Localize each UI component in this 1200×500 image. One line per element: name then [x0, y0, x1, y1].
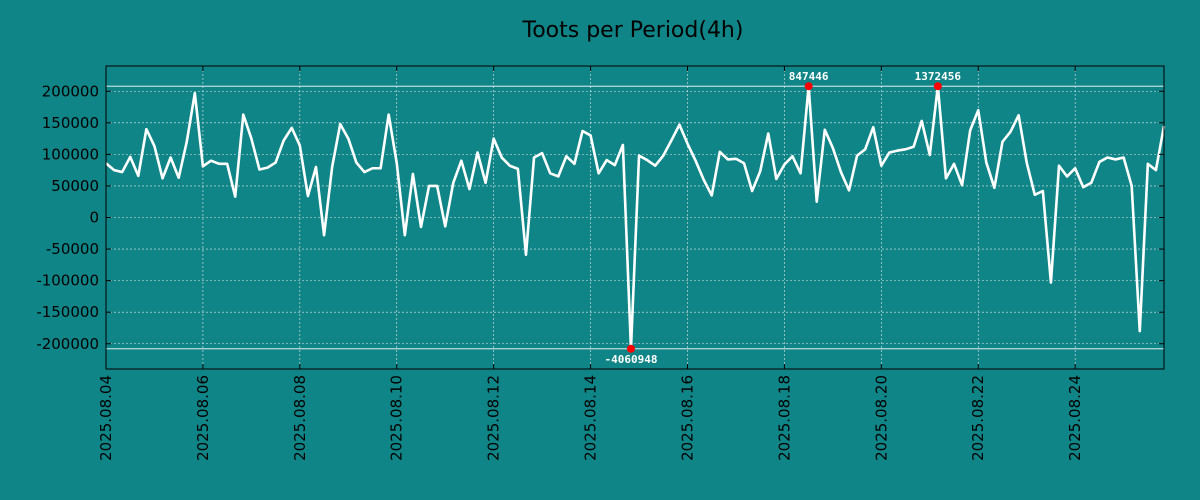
marker-layer	[626, 82, 942, 353]
y-tick-label: 0	[89, 209, 99, 227]
annotation-label: -4060948	[604, 353, 657, 366]
y-tick-label: -150000	[36, 303, 99, 321]
annotation-label: 847446	[789, 70, 829, 83]
x-tick-label: 2025.08.24	[1066, 375, 1084, 461]
y-tick-label: 100000	[42, 145, 99, 163]
x-tick-label: 2025.08.16	[678, 375, 696, 461]
series-line	[105, 84, 1166, 351]
x-tick-label: 2025.08.04	[97, 375, 115, 461]
x-tick-label: 2025.08.20	[872, 375, 890, 461]
x-tick-label: 2025.08.08	[291, 375, 309, 461]
y-tick-label: -100000	[36, 272, 99, 290]
x-tick-label: 2025.08.18	[775, 375, 793, 461]
x-tick-label: 2025.08.12	[485, 375, 503, 461]
outlier-marker	[933, 82, 942, 91]
y-tick-label: 50000	[51, 177, 99, 195]
annotation-label: 1372456	[915, 70, 962, 83]
x-tick-label: 2025.08.10	[388, 375, 406, 461]
y-tick-label: -200000	[36, 335, 99, 353]
series-layer	[105, 84, 1166, 351]
grid-layer	[105, 66, 1164, 369]
outlier-marker	[626, 344, 635, 353]
clip-line-layer	[106, 85, 1164, 350]
tick-layer: 200000 150000 100000 50000 0 -50000 -100000 -15…	[36, 66, 1164, 461]
y-tick-label: 200000	[42, 82, 99, 100]
x-tick-label: 2025.08.22	[969, 375, 987, 461]
chart-title: Toots per Period(4h)	[522, 18, 744, 43]
outlier-marker	[804, 82, 813, 91]
annotation-layer: 847446 1372456 -4060948	[604, 70, 961, 366]
x-tick-label: 2025.08.06	[194, 375, 212, 461]
y-tick-label: -50000	[46, 240, 99, 258]
x-tick-label: 2025.08.14	[582, 375, 600, 461]
y-tick-label: 150000	[42, 114, 99, 132]
